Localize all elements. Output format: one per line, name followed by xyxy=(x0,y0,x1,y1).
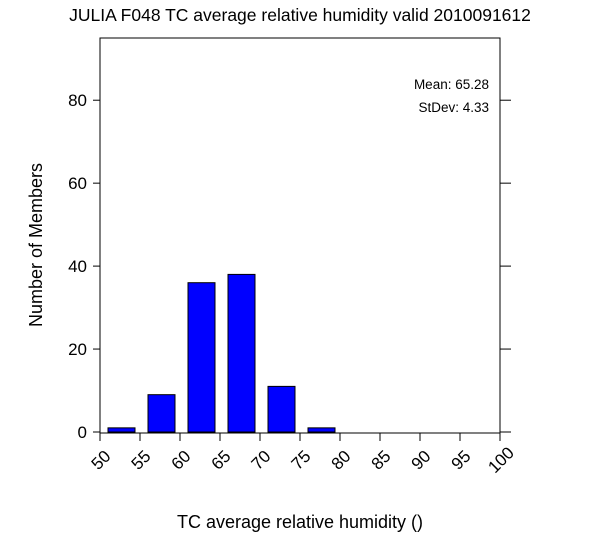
y-axis-title: Number of Members xyxy=(26,163,46,327)
bar-65-70 xyxy=(227,273,256,433)
x-tick-label-65: 65 xyxy=(208,447,235,474)
x-tick-label-85: 85 xyxy=(368,447,395,474)
x-tick-label-90: 90 xyxy=(408,447,435,474)
x-tick-label-60: 60 xyxy=(168,447,195,474)
x-axis-title: TC average relative humidity () xyxy=(177,512,423,532)
x-axis: 50 55 60 65 70 75 80 85 90 95 100 xyxy=(88,433,518,477)
chart-title: JULIA F048 TC average relative humidity … xyxy=(69,5,531,25)
bar-55-60 xyxy=(147,394,176,433)
bars-group xyxy=(107,273,336,433)
x-tick-label-70: 70 xyxy=(248,447,275,474)
y-tick-label-0: 0 xyxy=(78,423,87,442)
x-tick-label-95: 95 xyxy=(448,447,475,474)
y-tick-label-40: 40 xyxy=(68,257,87,276)
x-tick-label-50: 50 xyxy=(88,447,115,474)
bar-60-65 xyxy=(187,282,216,433)
x-tick-label-55: 55 xyxy=(128,447,155,474)
y-axis: 0 20 40 60 80 xyxy=(68,91,511,442)
bar-50-55 xyxy=(107,427,136,433)
mean-annotation: Mean: 65.28 xyxy=(414,77,489,92)
plot-frame xyxy=(99,37,501,434)
bar-70-75 xyxy=(267,385,296,433)
y-tick-label-60: 60 xyxy=(68,174,87,193)
x-tick-label-75: 75 xyxy=(288,447,315,474)
x-tick-label-80: 80 xyxy=(328,447,355,474)
x-tick-label-100: 100 xyxy=(484,443,517,476)
stdev-annotation: StDev: 4.33 xyxy=(418,100,489,115)
y-tick-label-80: 80 xyxy=(68,91,87,110)
y-tick-label-20: 20 xyxy=(68,340,87,359)
bar-75-80 xyxy=(307,427,336,433)
